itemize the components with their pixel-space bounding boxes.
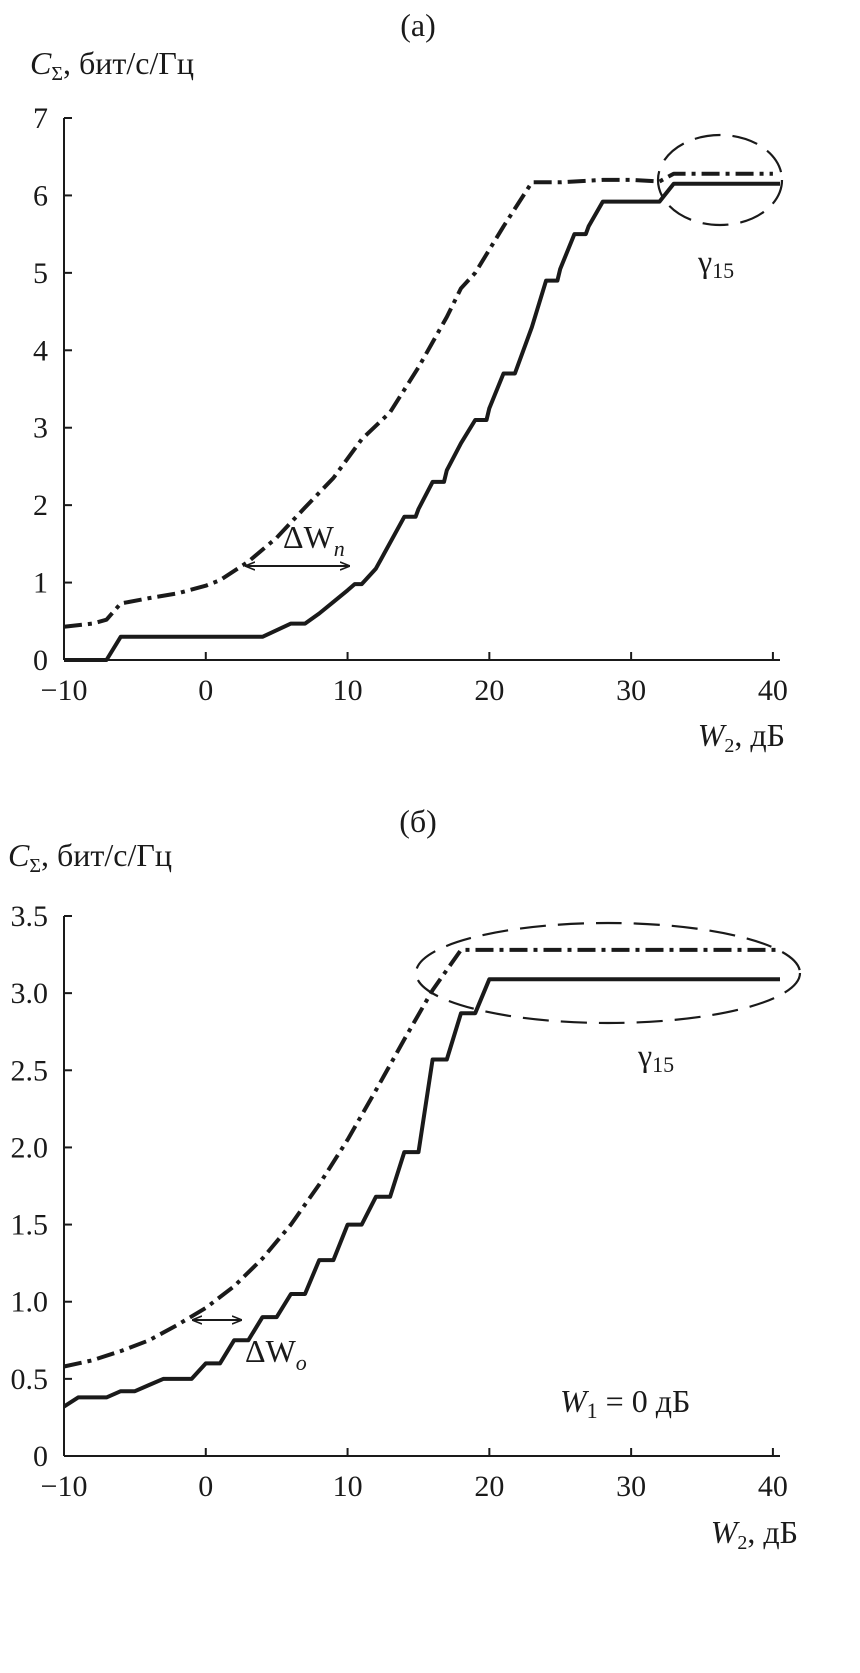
panel-a-x-axis-title: W2, дБ — [698, 717, 785, 757]
panel-b-y-axis-title: CΣ, бит/с/Гц — [8, 837, 172, 877]
panel-b-series — [62, 947, 780, 1409]
panel-b-axes — [63, 916, 780, 1457]
panel-b-x-tick-label: −10 — [41, 1470, 88, 1503]
panel-a-x-tick-label: 0 — [198, 674, 213, 707]
panel-b-y-tick-label: 3.5 — [11, 900, 49, 933]
w1-label: W1 = 0 дБ — [560, 1383, 690, 1423]
gamma15-label-a: γ15 — [697, 243, 734, 283]
panel-b-dashdot-line — [63, 947, 780, 1369]
panel-a-x-tick-label: 40 — [758, 674, 788, 707]
panel-b-y-tick-label: 2.5 — [11, 1054, 49, 1087]
panel-b-x-tick-label: 40 — [758, 1470, 788, 1503]
gamma15-ellipse-b — [414, 921, 802, 1025]
panel-b-y-tick-label: 0.5 — [11, 1363, 49, 1396]
panel-a-y-tick-label: 7 — [33, 102, 48, 135]
panel-a-x-tick-label: 30 — [616, 674, 646, 707]
gamma15-label-b: γ15 — [637, 1037, 674, 1077]
panel-b-tick-labels: 00.51.01.52.02.53.03.5−10 0 10 20 30 40 — [11, 900, 788, 1503]
panel-a-y-tick-label: 4 — [33, 334, 48, 367]
panel-b-x-axis-title: W2, дБ — [711, 1514, 798, 1554]
panel-b-x-tick-label: 20 — [474, 1470, 504, 1503]
panel-a-y-axis-title: CΣ, бит/с/Гц — [30, 45, 194, 85]
panel-a-x-tick-label: 10 — [333, 674, 363, 707]
panel-a-ticks — [63, 117, 774, 661]
panel-b-y-tick-label: 1.5 — [11, 1209, 49, 1242]
panel-a-y-tick-label: 2 — [33, 489, 48, 522]
panel-b-x-tick-label: 30 — [616, 1470, 646, 1503]
panel-b: (б) CΣ, бит/с/Гц 0 0.5 1.0 1.5 2.0 2.5 3.0 3.5 −… — [8, 803, 802, 1554]
delta-wo-label: ΔWo — [245, 1333, 307, 1375]
panel-a-label: (a) — [400, 7, 436, 43]
panel-a-x-tick-label: −10 — [41, 674, 88, 707]
panel-a-y-tick-label: 0 — [33, 644, 48, 677]
panel-a-x-tick-label: 20 — [474, 674, 504, 707]
panel-b-ticks — [63, 915, 774, 1457]
panel-a-axes — [63, 118, 780, 661]
panel-b-y-tick-label: 0 — [33, 1440, 48, 1473]
panel-b-x-tick-label: 10 — [333, 1470, 363, 1503]
delta-wo-annotation: ΔWo — [192, 1320, 307, 1375]
panel-b-solid-line — [62, 977, 780, 1409]
panel-a-y-tick-label: 5 — [33, 257, 48, 290]
panel-a-solid-line — [64, 181, 780, 662]
panel-b-y-tick-label: 3.0 — [11, 977, 49, 1010]
gamma15-ellipse-a — [656, 133, 784, 227]
panel-b-x-tick-label: 0 — [198, 1470, 213, 1503]
delta-wn-annotation: ΔWn — [245, 519, 350, 566]
panel-b-y-tick-label: 2.0 — [11, 1131, 49, 1164]
panel-b-label: (б) — [399, 803, 437, 839]
delta-wn-label: ΔWn — [283, 519, 345, 561]
panel-b-y-tick-label: 1.0 — [11, 1286, 49, 1319]
panel-a-y-tick-label: 1 — [33, 567, 48, 600]
panel-a-dashdot-line — [63, 171, 773, 629]
panel-a-y-tick-label: 6 — [33, 179, 48, 212]
panel-a-y-tick-label: 3 — [33, 412, 48, 445]
panel-a-series — [63, 171, 780, 662]
